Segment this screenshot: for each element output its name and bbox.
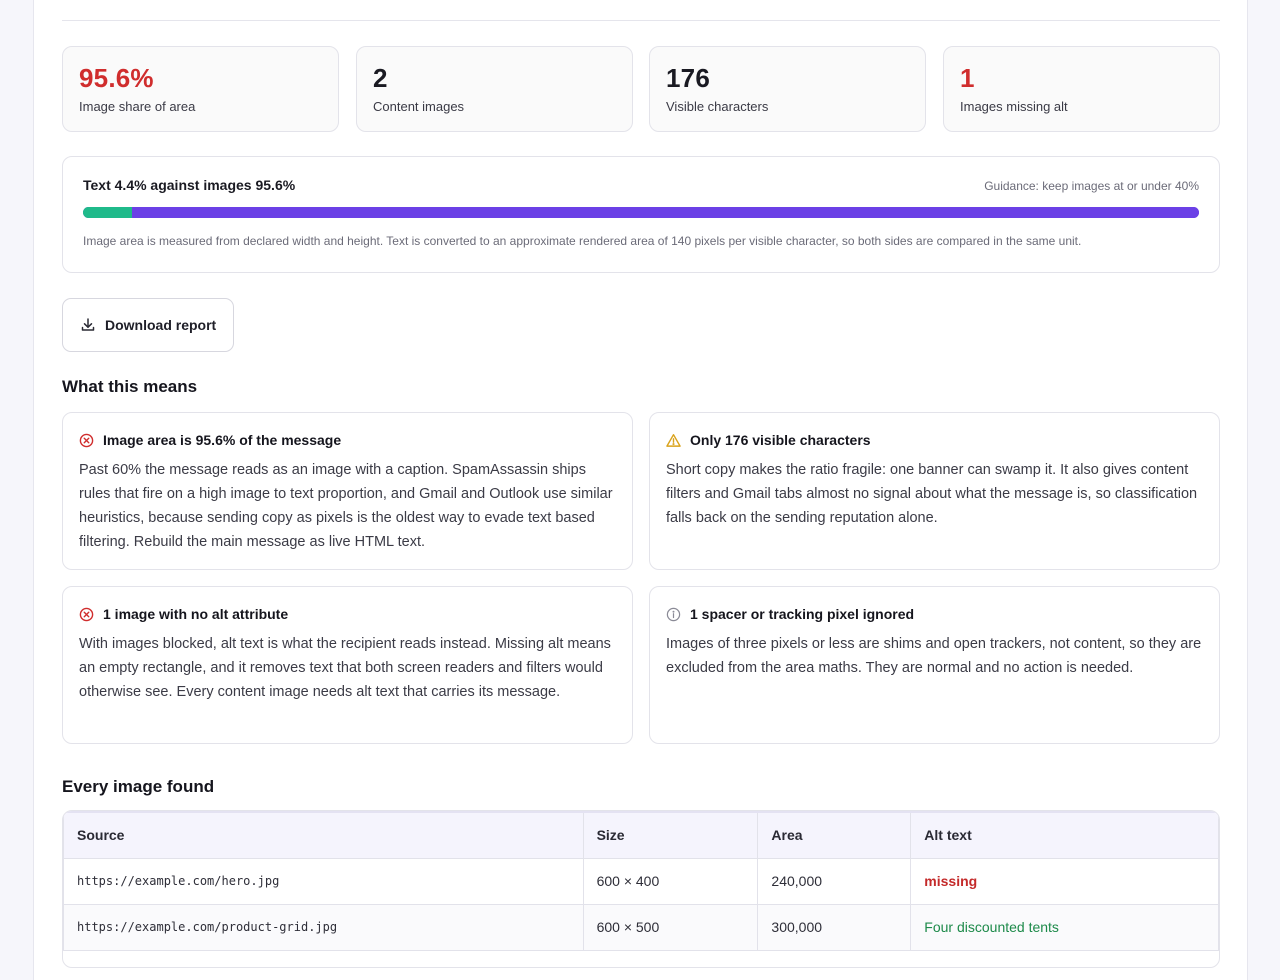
column-header-source: Source xyxy=(63,811,584,859)
stats-row: 95.6% Image share of area 2 Content imag… xyxy=(62,46,1220,132)
stat-content-images: 2 Content images xyxy=(356,46,633,132)
finding-card: 1 image with no alt attribute With image… xyxy=(62,586,633,744)
ratio-title: Text 4.4% against images 95.6% xyxy=(83,177,296,193)
top-divider xyxy=(62,20,1220,21)
stat-value: 1 xyxy=(960,63,975,93)
image-size: 600 × 500 xyxy=(582,903,759,951)
stat-label: Image share of area xyxy=(79,99,196,114)
images-table: Source Size Area Alt text https://exampl… xyxy=(62,810,1220,968)
stat-value: 2 xyxy=(373,63,388,93)
stat-label: Visible characters xyxy=(666,99,769,114)
download-report-button[interactable]: Download report xyxy=(62,298,234,352)
finding-title: Image area is 95.6% of the message xyxy=(103,432,342,448)
info-circle-icon xyxy=(666,607,681,621)
finding-body: Images of three pixels or less are shims… xyxy=(666,636,1202,676)
download-icon xyxy=(81,318,95,331)
column-header-alt-text: Alt text xyxy=(910,811,1219,859)
image-alt-text: missing xyxy=(910,857,1219,905)
finding-title: 1 spacer or tracking pixel ignored xyxy=(690,606,915,622)
every-image-found-heading: Every image found xyxy=(62,777,215,796)
finding-body: With images blocked, alt text is what th… xyxy=(79,636,611,700)
image-area: 300,000 xyxy=(757,903,912,951)
what-this-means-heading: What this means xyxy=(62,377,198,396)
table-row: https://example.com/hero.jpg 600 × 400 2… xyxy=(63,857,1219,905)
stat-value: 176 xyxy=(666,63,710,93)
column-header-size: Size xyxy=(582,811,759,859)
finding-card: Only 176 visible characters Short copy m… xyxy=(649,412,1220,570)
finding-card: 1 spacer or tracking pixel ignored Image… xyxy=(649,586,1220,744)
stat-missing-alt: 1 Images missing alt xyxy=(943,46,1220,132)
finding-card: Image area is 95.6% of the message Past … xyxy=(62,412,633,570)
stat-label: Images missing alt xyxy=(960,99,1068,114)
warning-triangle-icon xyxy=(666,433,681,447)
stat-visible-characters: 176 Visible characters xyxy=(649,46,926,132)
image-source: https://example.com/product-grid.jpg xyxy=(63,903,584,951)
error-circle-icon xyxy=(79,433,94,447)
image-source: https://example.com/hero.jpg xyxy=(63,857,584,905)
finding-body: Past 60% the message reads as an image w… xyxy=(79,462,613,550)
stat-value: 95.6% xyxy=(79,63,154,93)
image-size: 600 × 400 xyxy=(582,857,759,905)
download-report-label: Download report xyxy=(105,317,217,333)
finding-title: Only 176 visible characters xyxy=(690,432,871,448)
image-alt-text: Four discounted tents xyxy=(910,903,1219,951)
stat-image-share: 95.6% Image share of area xyxy=(62,46,339,132)
table-row: https://example.com/product-grid.jpg 600… xyxy=(63,903,1219,951)
image-area: 240,000 xyxy=(757,857,912,905)
column-header-area: Area xyxy=(757,811,912,859)
ratio-card: Text 4.4% against images 95.6% Guidance:… xyxy=(62,156,1220,273)
report-panel: 95.6% Image share of area 2 Content imag… xyxy=(33,0,1248,980)
table-header-row: Source Size Area Alt text xyxy=(63,811,1219,859)
finding-body: Short copy makes the ratio fragile: one … xyxy=(666,462,1198,526)
ratio-note: Image area is measured from declared wid… xyxy=(83,234,1082,248)
finding-title: 1 image with no alt attribute xyxy=(103,606,289,622)
ratio-bar-image-segment xyxy=(132,207,1199,218)
ratio-bar xyxy=(83,207,1199,218)
ratio-bar-text-segment xyxy=(83,207,133,218)
error-circle-icon xyxy=(79,607,94,621)
stat-label: Content images xyxy=(373,99,465,114)
ratio-guidance: Guidance: keep images at or under 40% xyxy=(984,179,1199,193)
